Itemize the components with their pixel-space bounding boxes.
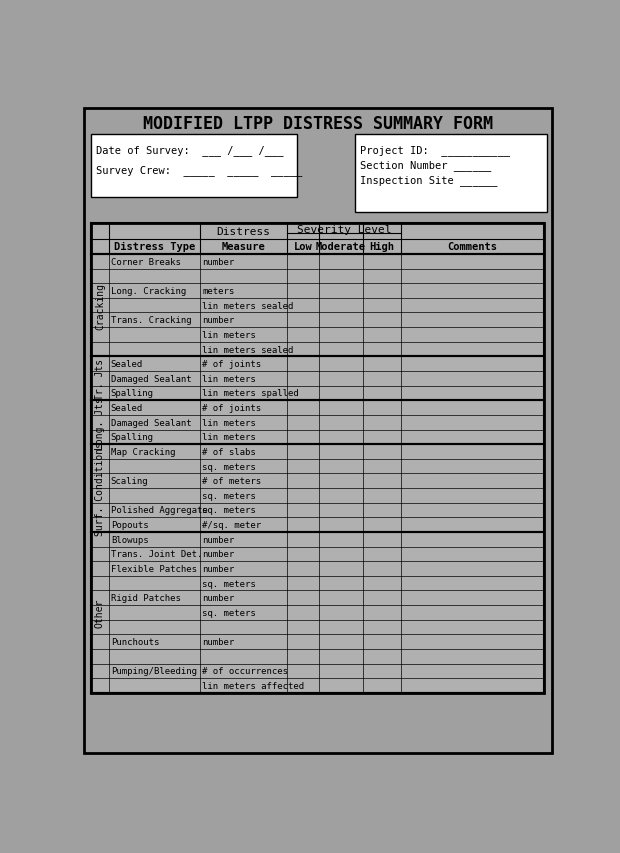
Text: Project ID:  ___________: Project ID: ___________ <box>360 145 510 155</box>
Text: Other: Other <box>95 598 105 627</box>
Text: # of joints: # of joints <box>202 360 262 368</box>
Text: lin meters: lin meters <box>202 374 256 383</box>
Text: Corner Breaks: Corner Breaks <box>111 258 180 266</box>
Text: lin meters: lin meters <box>202 432 256 442</box>
Text: sq. meters: sq. meters <box>202 491 256 500</box>
Text: Blowups: Blowups <box>111 535 148 544</box>
Text: Inspection Site ______: Inspection Site ______ <box>360 176 497 186</box>
Text: number: number <box>202 594 234 602</box>
Text: Comments: Comments <box>448 242 498 252</box>
Text: # of joints: # of joints <box>202 403 262 413</box>
Text: Measure: Measure <box>221 242 265 252</box>
Text: Severity Level: Severity Level <box>297 224 391 235</box>
Text: meters: meters <box>202 287 234 296</box>
Text: Pumping/Bleeding: Pumping/Bleeding <box>111 666 197 676</box>
Text: lin meters sealed: lin meters sealed <box>202 345 294 354</box>
Text: sq. meters: sq. meters <box>202 462 256 471</box>
Text: Moderate: Moderate <box>316 242 366 252</box>
Text: Spalling: Spalling <box>111 389 154 398</box>
Text: number: number <box>202 565 234 573</box>
Text: lin meters: lin meters <box>202 418 256 427</box>
Text: number: number <box>202 316 234 325</box>
Text: Popouts: Popouts <box>111 520 148 530</box>
Text: Distress: Distress <box>216 227 270 236</box>
Text: Date of Survey:  ___ /___ /___: Date of Survey: ___ /___ /___ <box>96 145 283 156</box>
Text: Scaling: Scaling <box>111 477 148 485</box>
Text: Polished Aggregate: Polished Aggregate <box>111 506 208 515</box>
Text: number: number <box>202 535 234 544</box>
Text: Distress Type: Distress Type <box>113 242 195 252</box>
Text: # of slabs: # of slabs <box>202 448 256 456</box>
FancyBboxPatch shape <box>92 135 297 198</box>
FancyBboxPatch shape <box>355 135 547 213</box>
Text: # of meters: # of meters <box>202 477 262 485</box>
Text: Sealed: Sealed <box>111 360 143 368</box>
Text: Trans. Cracking: Trans. Cracking <box>111 316 192 325</box>
Text: lin meters affected: lin meters affected <box>202 682 304 690</box>
Text: Survey Crew:  _____  _____  _____: Survey Crew: _____ _____ _____ <box>96 165 303 176</box>
Text: Map Cracking: Map Cracking <box>111 448 175 456</box>
Text: number: number <box>202 549 234 559</box>
Text: Damaged Sealant: Damaged Sealant <box>111 374 192 383</box>
Text: MODIFIED LTPP DISTRESS SUMMARY FORM: MODIFIED LTPP DISTRESS SUMMARY FORM <box>143 115 493 133</box>
Text: Rigid Patches: Rigid Patches <box>111 594 180 602</box>
Text: lin meters spalled: lin meters spalled <box>202 389 299 398</box>
Text: Low: Low <box>294 242 312 252</box>
Text: Trans. Joint Det.: Trans. Joint Det. <box>111 549 202 559</box>
Text: lin meters: lin meters <box>202 330 256 339</box>
Text: Surf. Conditions: Surf. Conditions <box>95 442 105 536</box>
Text: sq. meters: sq. meters <box>202 608 256 618</box>
Text: number: number <box>202 258 234 266</box>
Text: Tr. Jts: Tr. Jts <box>95 358 105 399</box>
Text: # of occurrences: # of occurrences <box>202 666 288 676</box>
Text: number: number <box>202 637 234 647</box>
Text: #/sq. meter: #/sq. meter <box>202 520 262 530</box>
Text: Long. Cracking: Long. Cracking <box>111 287 186 296</box>
Text: sq. meters: sq. meters <box>202 506 256 515</box>
Text: Cracking: Cracking <box>95 282 105 329</box>
Text: Long. Jts: Long. Jts <box>95 397 105 449</box>
FancyBboxPatch shape <box>92 223 544 693</box>
Text: sq. meters: sq. meters <box>202 579 256 588</box>
Text: Damaged Sealant: Damaged Sealant <box>111 418 192 427</box>
Text: Flexible Patches: Flexible Patches <box>111 565 197 573</box>
Text: lin meters sealed: lin meters sealed <box>202 301 294 310</box>
Text: Sealed: Sealed <box>111 403 143 413</box>
Text: Punchouts: Punchouts <box>111 637 159 647</box>
Text: Spalling: Spalling <box>111 432 154 442</box>
Text: High: High <box>370 242 394 252</box>
Text: Section Number ______: Section Number ______ <box>360 160 491 171</box>
